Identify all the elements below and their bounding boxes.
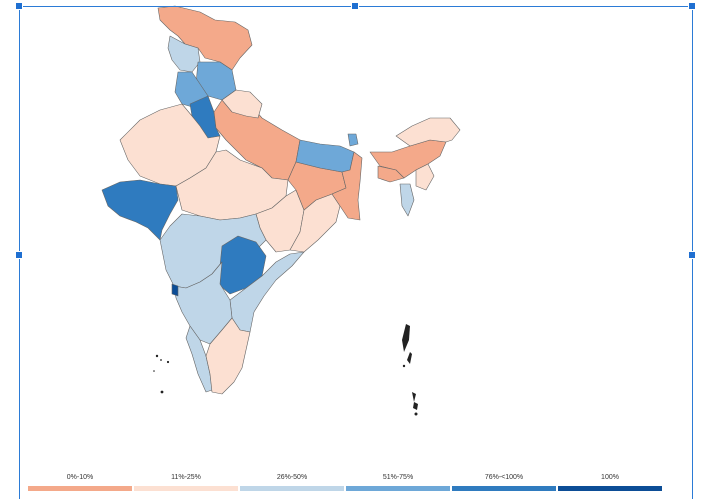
legend: 0%-10% 11%-25% 26%-50% 51%-75% 76%-<100%…: [28, 474, 664, 494]
region-meghalaya: [377, 165, 405, 183]
legend-label: 100%: [601, 474, 619, 481]
region-goa: [171, 283, 179, 297]
region-gujarat: [101, 179, 179, 241]
legend-label: 76%-<100%: [484, 474, 524, 481]
legend-label: 26%-50%: [276, 474, 308, 481]
legend-swatch: [28, 486, 132, 491]
lakshadweep-islands: [153, 354, 170, 394]
region-tripura: [399, 183, 415, 217]
legend-item: 100%: [558, 474, 662, 494]
legend-swatch: [452, 486, 556, 491]
legend-item: 0%-10%: [28, 474, 132, 494]
legend-swatch: [346, 486, 450, 491]
legend-swatch: [558, 486, 662, 491]
region-sikkim: [347, 133, 359, 147]
resize-handle-middle-left[interactable]: [15, 251, 23, 259]
region-kerala: [185, 325, 213, 393]
region-rajasthan: [119, 103, 221, 187]
legend-swatch: [134, 486, 238, 491]
resize-handle-top-left[interactable]: [15, 2, 23, 10]
legend-swatch: [240, 486, 344, 491]
legend-label: 0%-10%: [66, 474, 94, 481]
legend-item: 11%-25%: [134, 474, 238, 494]
region-uttar-pradesh-north: [221, 89, 263, 119]
legend-label: 11%-25%: [171, 474, 201, 481]
legend-item: 51%-75%: [346, 474, 450, 494]
region-arunachal: [395, 117, 461, 147]
region-manipur: [415, 163, 435, 191]
legend-label: 51%-75%: [382, 474, 414, 481]
resize-handle-top-right[interactable]: [688, 2, 696, 10]
india-choropleth-map: [101, 5, 461, 416]
resize-handle-top-center[interactable]: [351, 2, 359, 10]
legend-item: 76%-<100%: [452, 474, 556, 494]
resize-handle-middle-right[interactable]: [688, 251, 696, 259]
region-tamil-nadu: [205, 317, 251, 395]
region-west-bengal: [331, 151, 363, 221]
legend-item: 26%-50%: [240, 474, 344, 494]
andaman-islands: [402, 324, 418, 416]
